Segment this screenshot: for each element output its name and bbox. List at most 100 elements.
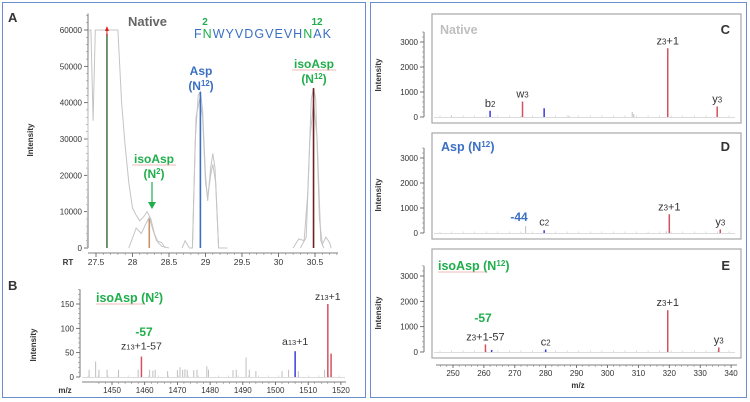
peptide-sequence-base: AK: [313, 27, 331, 41]
left-panel-frame: [2, 2, 366, 398]
annotation-isoasp12-site-base: ): [323, 72, 327, 86]
sequence-position-2: 2: [202, 17, 208, 28]
arrow-down-icon: [148, 202, 156, 209]
ion-label-base: a: [282, 336, 288, 348]
ion-label-base: y: [712, 94, 718, 106]
ion-label-base: z: [466, 331, 472, 343]
y-tick-label: 0: [78, 244, 83, 253]
arrow-up-icon: [104, 26, 109, 31]
ion-label-base: z: [121, 341, 126, 353]
x-tick-label: 1450: [103, 386, 121, 395]
y-axis-label: Intensity: [374, 178, 383, 211]
panel-label-d: D: [721, 139, 730, 154]
x-tick-label: 29.5: [234, 257, 251, 267]
peptide-sequence-base: N: [303, 27, 312, 41]
x-tick-label: 28.5: [161, 257, 178, 267]
y-tick-label: 1000: [400, 88, 418, 97]
ion-label: z3+1-57: [466, 331, 504, 343]
ion-label: c2: [539, 216, 549, 228]
y-tick-label: 0: [70, 373, 75, 382]
annotation-isoasp12-name: isoAsp: [294, 57, 334, 71]
spectrum-title: Native: [440, 23, 478, 37]
x-tick-label: 300: [601, 369, 615, 378]
mass-shift-label: -44: [510, 210, 528, 224]
ion-label-sub: 3: [662, 37, 667, 46]
x-tick-label: 270: [508, 369, 522, 378]
y-tick-label: 3000: [400, 154, 418, 163]
ion-label-base: b: [485, 98, 491, 110]
ion-label-sub: 3: [721, 219, 726, 228]
ion-label: z13+1: [315, 291, 341, 303]
panel-label-a: A: [8, 10, 18, 25]
ion-label: b2: [485, 98, 496, 110]
spectrum-title-base: Asp (N: [441, 140, 481, 154]
ion-label: z3+1: [657, 35, 679, 47]
ion-label-base: +1: [666, 35, 679, 47]
spectrum-title-sup: 2: [154, 291, 159, 300]
ion-label: a13+1: [282, 336, 308, 348]
y-tick-label: 50000: [60, 62, 83, 71]
chart-title: Native: [128, 14, 167, 29]
y-tick-label: 0: [414, 229, 419, 238]
annotation-isoasp2-site-base: (N: [143, 167, 156, 181]
ion-label-base: z: [315, 291, 320, 303]
chromatogram-trace: [181, 90, 228, 249]
chromatogram-trace: [292, 88, 332, 249]
x-tick-label: 250: [446, 369, 460, 378]
panel-label-b: B: [8, 278, 17, 293]
spectrum-title-base: Native: [440, 23, 478, 37]
y-tick-label: 30000: [60, 135, 83, 144]
chromatogram-trace: [191, 98, 220, 249]
y-axis-label: Intensity: [374, 296, 383, 329]
ion-label: y3: [715, 217, 726, 229]
chromatogram-trace: [128, 215, 166, 249]
right-panel-frame: [370, 2, 747, 398]
annotation-asp-site: (N12): [188, 79, 213, 94]
spectrum-title-base: ): [490, 140, 494, 154]
ion-label-base: c: [541, 336, 547, 348]
ion-label-base: y: [715, 217, 721, 229]
y-axis-label: Intensity: [374, 58, 383, 91]
annotation-asp-site-base: (N: [188, 79, 201, 93]
spectrum-box: [431, 13, 742, 124]
spectrum-box: [431, 248, 742, 359]
x-tick-label: 30.5: [307, 257, 324, 267]
peptide-sequence-base: F: [194, 27, 202, 41]
ion-label-base: +1: [296, 336, 308, 348]
x-tick-label: 1470: [169, 386, 187, 395]
ion-label-sub: 3: [664, 203, 669, 212]
x-tick-label: 260: [477, 369, 491, 378]
annotation-isoasp12-site: (N12): [301, 72, 326, 87]
ion-label: z13+1-57: [121, 341, 162, 353]
mass-shift-label: -57: [474, 311, 492, 325]
y-axis-label: Intensity: [26, 123, 35, 156]
ion-label: c2: [541, 336, 551, 348]
y-tick-label: 100: [61, 324, 75, 333]
x-tick-label: 1490: [234, 386, 252, 395]
spectrum-title-sup: 12: [496, 259, 506, 268]
ion-label-base: z: [658, 201, 664, 213]
x-tick-label: 1520: [332, 386, 350, 395]
x-tick-label: 1480: [201, 386, 219, 395]
ion-label-sub: 2: [545, 218, 549, 227]
ion-label-sub: 3: [472, 333, 477, 342]
ion-label-sub: 3: [524, 91, 529, 100]
x-tick-label: 280: [539, 369, 553, 378]
y-tick-label: 2000: [400, 297, 418, 306]
ion-label-base: +1: [666, 297, 679, 309]
spectrum-title: isoAsp (N2): [96, 291, 163, 306]
panel-label-c: C: [721, 22, 731, 37]
y-tick-label: 60000: [60, 26, 83, 35]
spectrum-title-sup: 12: [481, 140, 491, 149]
ion-label-sub: 3: [718, 96, 723, 105]
ion-label-sub: 3: [719, 336, 724, 345]
spectrum-title-base: ): [159, 291, 163, 305]
ion-label-base: z: [657, 297, 663, 309]
y-tick-label: 2000: [400, 63, 418, 72]
ion-label-sub: 13: [288, 338, 296, 347]
ion-label-base: y: [714, 334, 720, 346]
x-tick-label: 28: [128, 257, 138, 267]
